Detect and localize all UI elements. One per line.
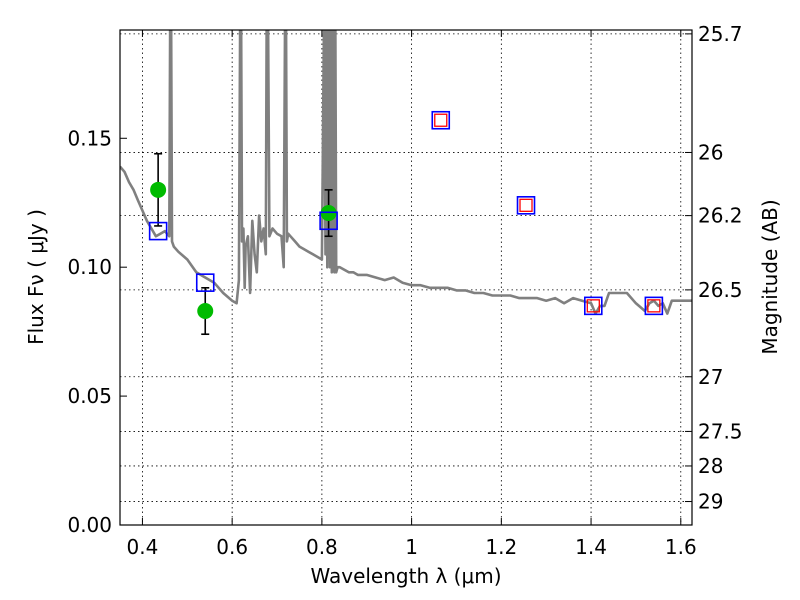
model-band-marker <box>319 211 338 231</box>
model-band-marker <box>644 296 664 316</box>
right-tick-label: 26.5 <box>698 278 743 302</box>
model-spectrum-line <box>120 30 692 315</box>
model-band-marker <box>584 296 603 316</box>
observed-point <box>150 181 167 198</box>
y-tick-label: 0.00 <box>67 513 112 537</box>
model-band-marker <box>516 196 536 215</box>
y-tick-label: 0.05 <box>67 384 112 408</box>
x-tick-label: 0.4 <box>127 535 159 559</box>
y-tick-label: 0.15 <box>67 126 112 150</box>
model-band-marker <box>431 110 451 130</box>
plot-layer <box>120 30 692 336</box>
tick-layer: 0.4 0.6 0.8 1 1.2 1.4 1.6 0.00 0.05 0.10 0.15 25.7 2… <box>67 22 742 559</box>
right-tick-label: 28 <box>698 454 723 478</box>
right-axis-title: Magnitude (AB) <box>758 199 782 354</box>
x-tick-label: 0.6 <box>216 535 248 559</box>
x-tick-label: 1.6 <box>665 535 697 559</box>
y-axis-title: Flux Fν ( μJy ) <box>24 209 48 345</box>
x-tick-label: 0.8 <box>306 535 338 559</box>
right-tick-label: 25.7 <box>698 22 743 46</box>
observed-point <box>197 303 214 320</box>
x-tick-label: 1.2 <box>485 535 517 559</box>
right-tick-label: 27.5 <box>698 419 743 443</box>
right-tick-label: 26 <box>698 140 723 164</box>
right-tick-label: 27 <box>698 365 723 389</box>
x-axis-title: Wavelength λ (μm) <box>310 564 501 588</box>
predicted-band-marker <box>586 299 600 313</box>
grid-layer <box>120 30 692 525</box>
model-band-marker <box>148 221 168 241</box>
predicted-band-marker <box>647 299 661 313</box>
x-tick-label: 1.4 <box>575 535 607 559</box>
model-band-marker <box>195 273 215 292</box>
right-tick-label: 29 <box>698 490 723 514</box>
right-tick-label: 26.2 <box>698 204 743 228</box>
plot-frame <box>119 29 693 526</box>
y-tick-label: 0.10 <box>67 255 112 279</box>
predicted-band-marker <box>434 113 448 127</box>
x-tick-label: 1 <box>405 535 418 559</box>
predicted-band-marker <box>519 198 533 212</box>
